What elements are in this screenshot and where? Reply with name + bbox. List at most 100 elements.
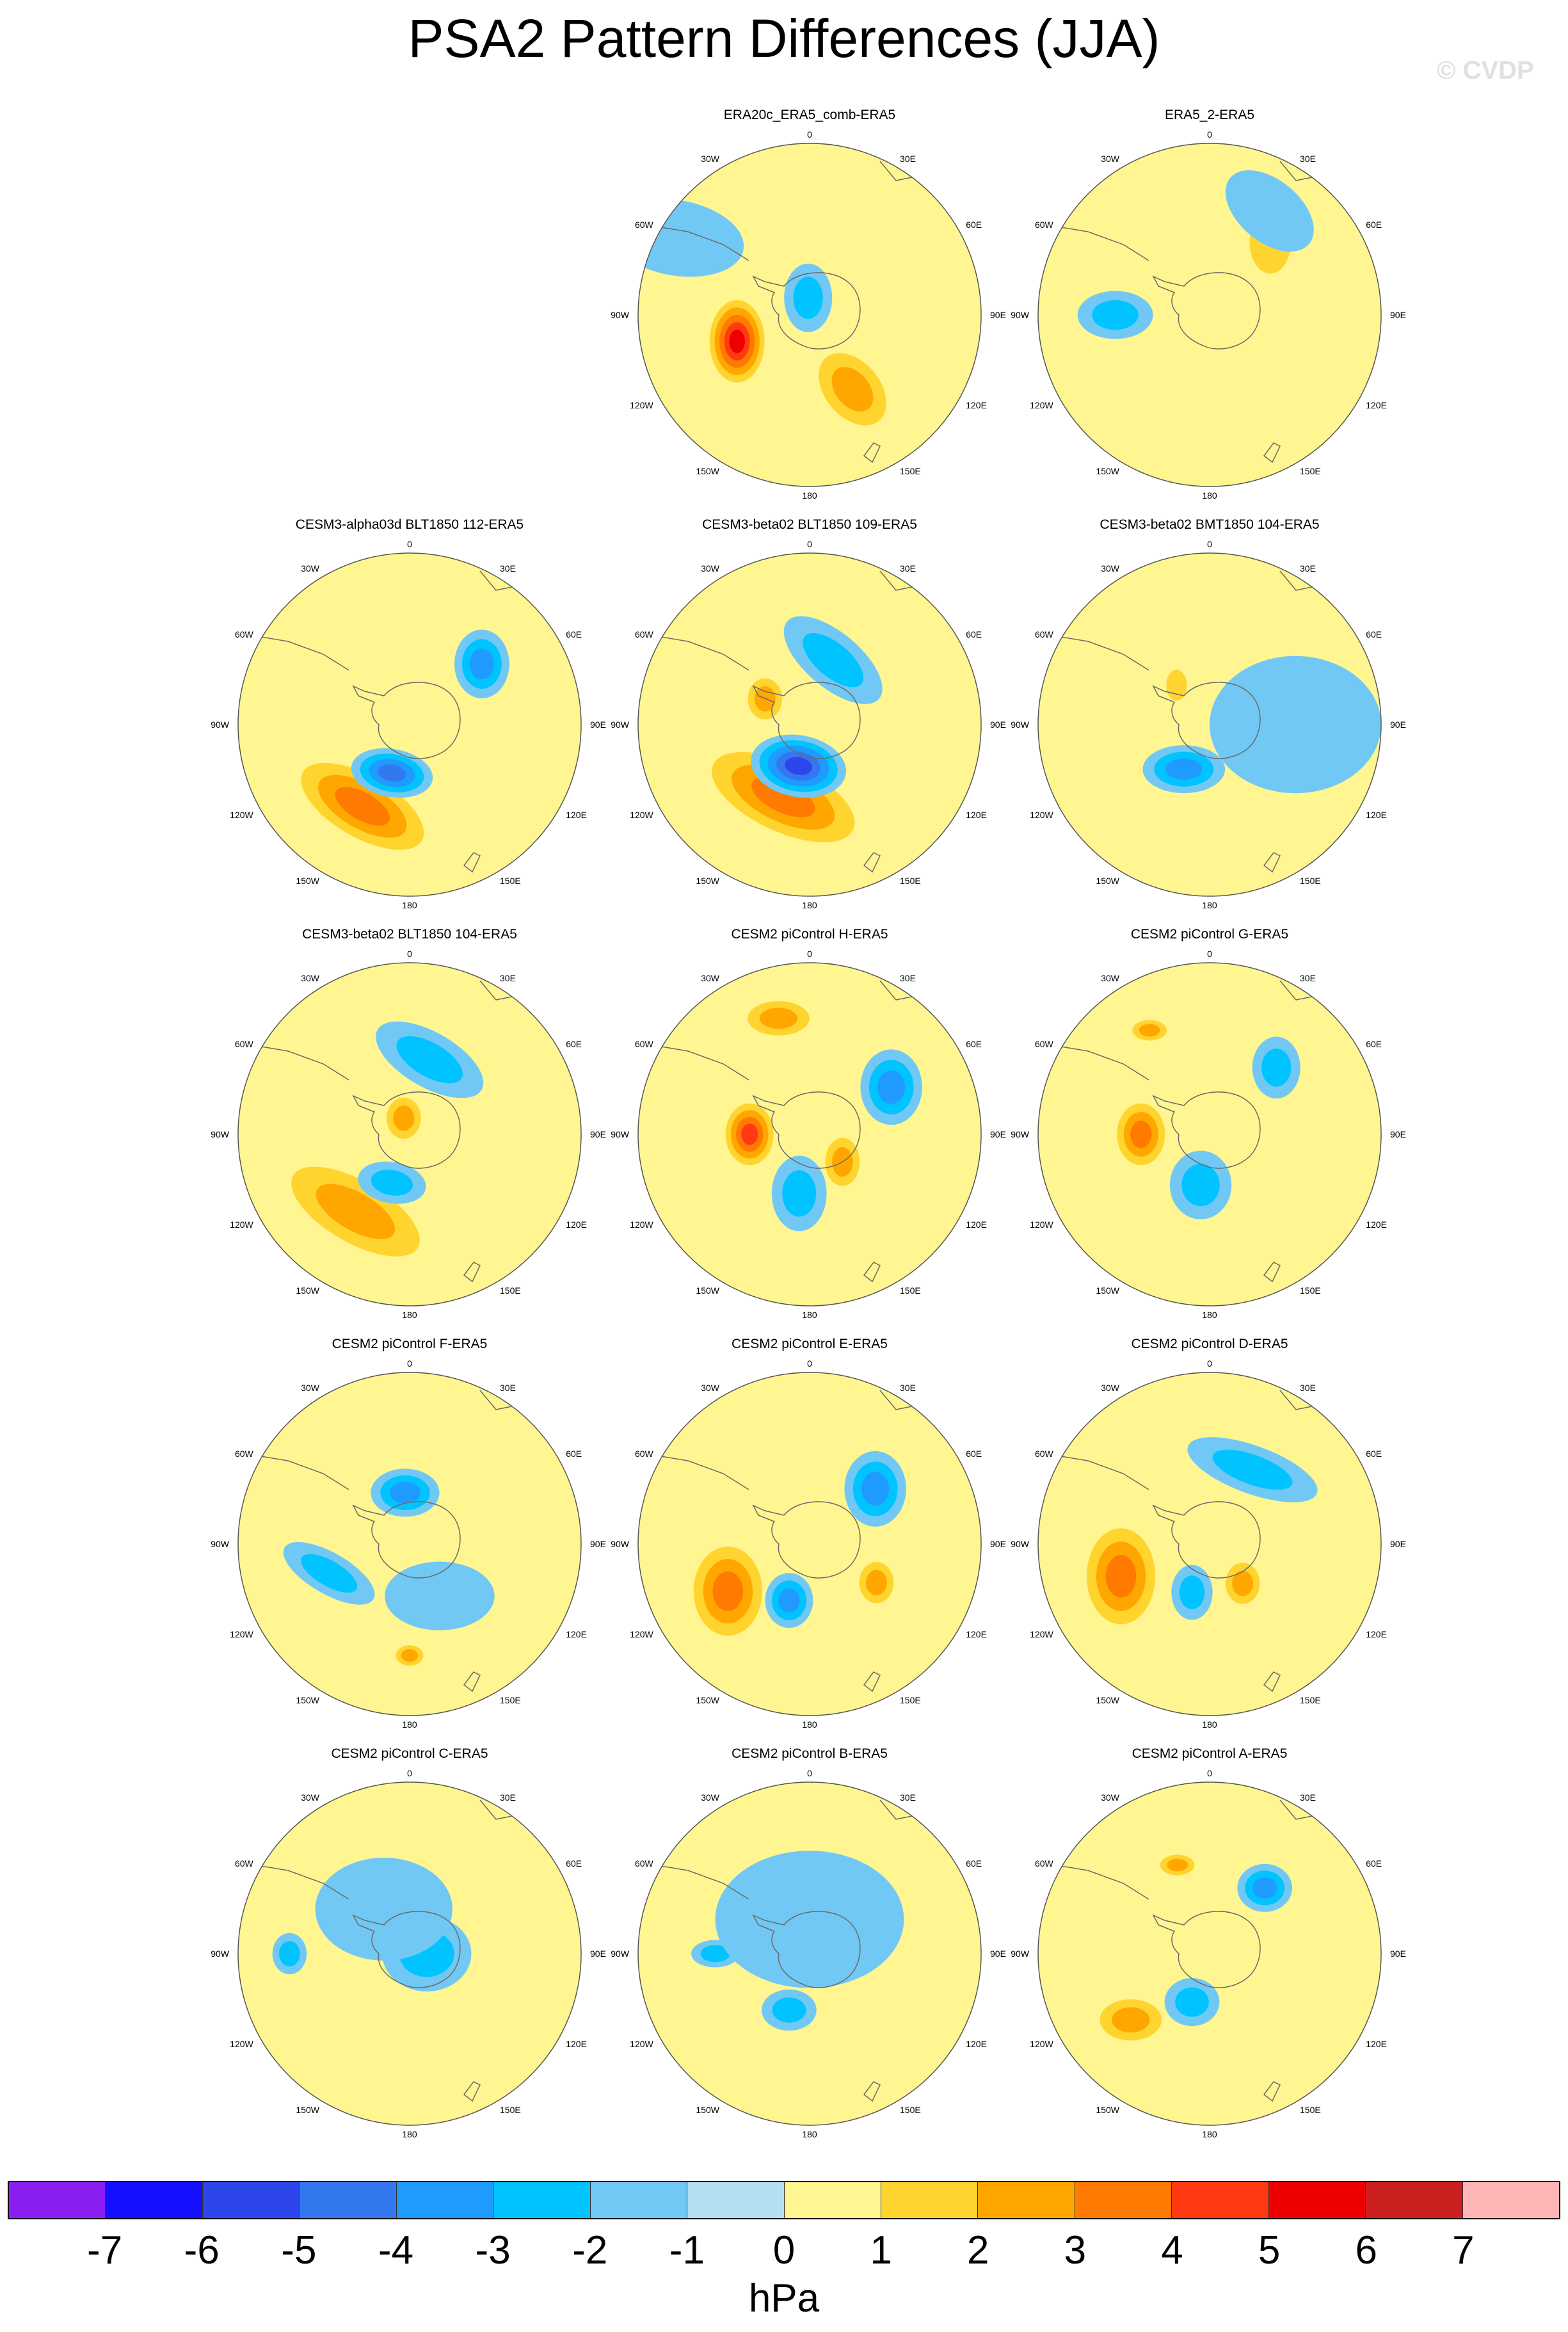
new-zealand-coastline (863, 1671, 881, 1693)
longitude-label: 120W (630, 1219, 653, 1230)
longitude-label: 90E (990, 1539, 1006, 1549)
longitude-label: 120E (566, 2039, 587, 2049)
panel-title: CESM3-beta02 BMT1850 104-ERA5 (1100, 517, 1320, 532)
colorbar-swatch (1268, 2182, 1366, 2218)
longitude-label: 120W (230, 2039, 253, 2049)
map-boundary (637, 552, 982, 897)
panel-title: ERA5_2-ERA5 (1164, 108, 1255, 122)
longitude-label: 60E (1366, 1449, 1382, 1459)
watermark: © CVDP (1437, 56, 1534, 84)
longitude-label: 120W (230, 810, 253, 820)
new-zealand-coastline (863, 1262, 881, 1283)
longitude-label: 90E (590, 1949, 606, 1959)
longitude-label: 60W (635, 1039, 654, 1049)
longitude-label: 90W (1011, 1129, 1030, 1139)
map-panel: ERA20c_ERA5_comb-ERA5 0 30E 60E 90E 120E 150E… (611, 108, 1008, 517)
longitude-label: 150W (696, 1695, 719, 1705)
longitude-label: 60W (635, 1449, 654, 1459)
new-zealand-coastline (463, 2081, 481, 2102)
longitude-label: 30W (301, 1383, 320, 1393)
antarctica-coastline (1152, 272, 1261, 350)
polar-map: 0 30E 60E 90E 120E 150E 180 150W 120W 90W 60W 30W (1011, 949, 1406, 1320)
new-zealand-coastline (863, 852, 881, 873)
longitude-label: 0 (407, 949, 412, 959)
contour-band (371, 1170, 413, 1196)
longitude-label: 90E (990, 1949, 1006, 1959)
colorbar-swatch (1075, 2182, 1172, 2218)
contour-band (396, 1036, 463, 1084)
longitude-label: 120W (630, 810, 653, 820)
longitude-label: 30W (1101, 1792, 1120, 1803)
longitude-label: 0 (807, 1768, 812, 1778)
antarctica-coastline (752, 682, 861, 759)
longitude-label: 30W (1101, 1383, 1120, 1393)
longitude-label: 120E (566, 1629, 587, 1639)
background-field (1038, 963, 1381, 1306)
longitude-label: 90W (1011, 310, 1030, 320)
colorbar-tick-label: -7 (87, 2228, 123, 2272)
contour-band (401, 1649, 419, 1662)
longitude-label: 150W (696, 876, 719, 886)
south-america-coastline (1049, 1863, 1149, 1900)
antarctica-coastline (1152, 1091, 1261, 1169)
polar-map: 0 30E 60E 90E 120E 150E 180 150W 120W 90W 60W 30W (211, 1768, 606, 2139)
polar-map: 0 30E 60E 90E 120E 150E 180 150W 120W 90W 60W 30W (611, 539, 1006, 910)
longitude-label: 60W (1035, 1858, 1054, 1869)
map-panel: CESM2 piControl D-ERA5 0 30E 60E 90E 120E 150… (1011, 1337, 1408, 1746)
contour-band (278, 1941, 300, 1966)
contour-fill (638, 963, 981, 1306)
antarctica-coastline (752, 1091, 861, 1169)
longitude-label: 30E (500, 973, 516, 983)
longitude-label: 30E (900, 1792, 916, 1803)
contour-band (700, 1945, 730, 1963)
longitude-label: 30E (900, 563, 916, 574)
longitude-label: 120W (230, 1219, 253, 1230)
longitude-label: 60E (566, 629, 582, 639)
longitude-label: 120E (566, 810, 587, 820)
longitude-label: 60E (966, 629, 982, 639)
longitude-label: 180 (802, 490, 817, 501)
coastline (249, 570, 519, 873)
new-zealand-coastline (863, 2081, 881, 2102)
longitude-label: 120W (630, 1629, 653, 1639)
contour-band (469, 648, 494, 680)
longitude-label: 180 (802, 900, 817, 910)
colorbar-swatch (1462, 2182, 1559, 2218)
new-zealand-coastline (463, 852, 481, 873)
longitude-label: 60W (1035, 1449, 1054, 1459)
colorbar-tick-label: 2 (967, 2228, 989, 2272)
longitude-label: 60E (1366, 1858, 1382, 1869)
contour-band (759, 1008, 798, 1029)
longitude-labels: 0 30E 60E 90E 120E 150E 180 150W 120W 90W 60W 30W (211, 539, 606, 910)
polar-map: 0 30E 60E 90E 120E 150E 180 150W 120W 90W 60W 30W (1011, 129, 1406, 501)
colorbar-swatch (1172, 2182, 1269, 2218)
colorbar-tick-label: -3 (475, 2228, 511, 2272)
longitude-label: 60E (566, 1449, 582, 1459)
longitude-label: 150W (1096, 2105, 1119, 2115)
longitude-label: 90W (1011, 1949, 1030, 1959)
longitude-label: 60W (235, 1858, 254, 1869)
colorbar-swatch (300, 2182, 397, 2218)
longitude-label: 0 (407, 1358, 412, 1369)
colorbar-tick-label: 1 (870, 2228, 892, 2272)
contour-band (1179, 1575, 1205, 1609)
contour-fill (238, 1372, 581, 1716)
longitude-label: 90E (990, 310, 1006, 320)
longitude-label: 90W (211, 720, 230, 730)
longitude-label: 0 (807, 129, 812, 140)
map-boundary (1037, 1372, 1382, 1716)
panel-title: ERA20c_ERA5_comb-ERA5 (723, 108, 896, 122)
coastline (249, 980, 519, 1283)
longitude-label: 30W (1101, 563, 1120, 574)
map-panel: CESM3-beta02 BMT1850 104-ERA5 0 30E 60E 90E… (1011, 517, 1408, 927)
longitude-label: 30E (1300, 973, 1316, 983)
longitude-label: 120E (966, 400, 987, 410)
panel-title: CESM2 piControl D-ERA5 (1131, 1337, 1288, 1351)
longitude-label: 0 (807, 539, 812, 549)
contour-band (1261, 1049, 1292, 1087)
background-field (238, 1372, 581, 1716)
colorbar-tick-label: 6 (1355, 2228, 1377, 2272)
south-america-coastline (649, 1044, 749, 1081)
longitude-label: 90E (1390, 1129, 1406, 1139)
new-zealand-coastline (1263, 2081, 1281, 2102)
